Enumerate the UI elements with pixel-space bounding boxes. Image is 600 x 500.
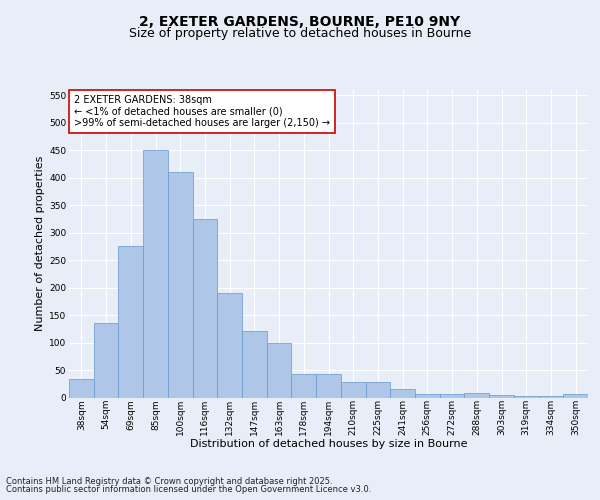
Bar: [489, 396, 514, 398]
Text: Size of property relative to detached houses in Bourne: Size of property relative to detached ho…: [129, 28, 471, 40]
Text: Contains HM Land Registry data © Crown copyright and database right 2025.: Contains HM Land Registry data © Crown c…: [6, 476, 332, 486]
Bar: [390, 390, 415, 398]
Bar: [69, 380, 94, 398]
Bar: [514, 396, 539, 398]
Bar: [118, 246, 143, 398]
Bar: [563, 394, 588, 398]
Text: 2 EXETER GARDENS: 38sqm
← <1% of detached houses are smaller (0)
>99% of semi-de: 2 EXETER GARDENS: 38sqm ← <1% of detache…: [74, 94, 330, 128]
Bar: [193, 219, 217, 398]
Bar: [94, 324, 118, 398]
X-axis label: Distribution of detached houses by size in Bourne: Distribution of detached houses by size …: [190, 440, 467, 450]
Bar: [292, 374, 316, 398]
Bar: [242, 330, 267, 398]
Bar: [217, 293, 242, 398]
Bar: [464, 392, 489, 398]
Bar: [440, 394, 464, 398]
Bar: [341, 382, 365, 398]
Bar: [539, 396, 563, 398]
Bar: [316, 374, 341, 398]
Bar: [267, 342, 292, 398]
Bar: [415, 394, 440, 398]
Y-axis label: Number of detached properties: Number of detached properties: [35, 156, 45, 332]
Bar: [143, 150, 168, 398]
Bar: [365, 382, 390, 398]
Text: Contains public sector information licensed under the Open Government Licence v3: Contains public sector information licen…: [6, 486, 371, 494]
Bar: [168, 172, 193, 398]
Text: 2, EXETER GARDENS, BOURNE, PE10 9NY: 2, EXETER GARDENS, BOURNE, PE10 9NY: [139, 14, 461, 28]
